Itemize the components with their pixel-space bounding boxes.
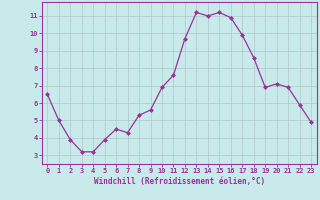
X-axis label: Windchill (Refroidissement éolien,°C): Windchill (Refroidissement éolien,°C): [94, 177, 265, 186]
